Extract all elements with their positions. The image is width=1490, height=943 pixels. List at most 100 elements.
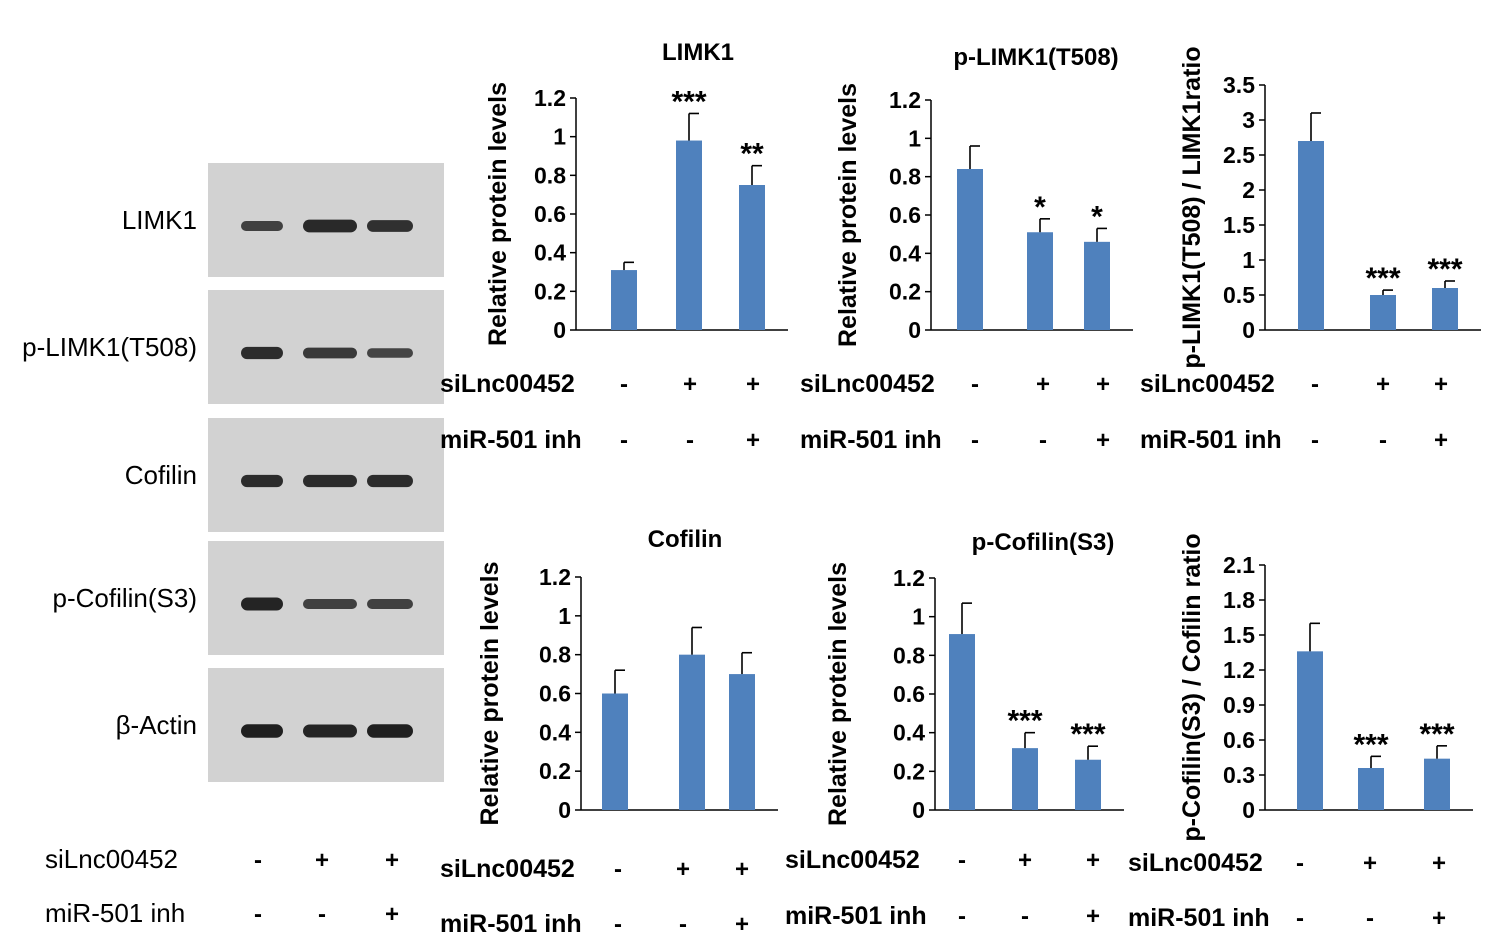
condition-sign: + (1086, 847, 1100, 874)
bar (1012, 748, 1038, 810)
bar-chart: p-LIMK1(T508) Relative protein levels 0 0.2… (800, 44, 1133, 454)
condition-sign: - (254, 901, 262, 928)
condition-sign: + (676, 856, 690, 883)
condition-sign: - (1379, 427, 1387, 454)
condition-label: miR-501 inh (1140, 426, 1282, 454)
bar-chart: Cofilin Relative protein levels 0 0.2 0.4 0.6… (440, 526, 778, 938)
chart-title: p-LIMK1(T508) (953, 44, 1118, 71)
condition-sign: + (1434, 427, 1448, 454)
condition-sign: - (614, 911, 622, 938)
condition-sign: - (686, 427, 694, 454)
y-tick-label: 0.5 (1223, 282, 1255, 308)
bar (957, 169, 983, 330)
significance-marker: *** (1353, 728, 1388, 761)
significance-marker: *** (1427, 253, 1462, 286)
bar (1297, 651, 1323, 810)
condition-sign: + (1376, 371, 1390, 398)
y-tick-label: 0 (912, 797, 925, 823)
y-tick-label: 0.2 (534, 278, 566, 304)
y-tick-label: 1 (912, 604, 925, 630)
condition-sign: + (1036, 371, 1050, 398)
y-tick-label: 0.8 (893, 642, 925, 668)
condition-sign: - (679, 911, 687, 938)
blot-panel (208, 541, 444, 655)
y-tick-label: 0 (908, 317, 921, 343)
western-blot-panel: LIMK1 p-LIMK1(T508) Cofilin p-Cofilin(S3) β-… (22, 163, 444, 928)
bar (949, 634, 975, 810)
condition-sign: - (318, 901, 326, 928)
y-tick-label: 1.2 (534, 85, 566, 111)
bar (1027, 232, 1053, 330)
blot-band (303, 724, 357, 738)
bar (679, 654, 705, 810)
blot-row-label: β-Actin (116, 710, 197, 740)
condition-sign: + (315, 847, 329, 874)
y-tick-label: 0.2 (539, 758, 571, 784)
condition-label: miR-501 inh (1128, 904, 1270, 932)
blot-row-label: p-Cofilin(S3) (53, 583, 198, 613)
y-axis-label: p-Cofilin(S3) / Cofilin ratio (1178, 533, 1206, 841)
y-tick-label: 0.4 (539, 719, 571, 745)
y-tick-label: 0.4 (889, 240, 921, 266)
condition-label: siLnc00452 (800, 370, 935, 398)
bar (602, 693, 628, 810)
significance-marker: *** (671, 85, 706, 118)
chart-title: p-Cofilin(S3) (972, 529, 1115, 556)
y-tick-label: 0.8 (534, 162, 566, 188)
y-tick-label: 2.1 (1223, 552, 1255, 578)
condition-sign: + (1434, 371, 1448, 398)
bar (1432, 288, 1458, 330)
condition-sign: - (614, 856, 622, 883)
bar (1084, 241, 1110, 330)
condition-sign: + (746, 371, 760, 398)
condition-sign: + (1096, 427, 1110, 454)
bar-chart: p-Cofilin(S3) / Cofilin ratio 0 0.3 0.6 0.9 1… (1128, 533, 1473, 932)
bar (1370, 295, 1396, 330)
condition-sign: - (254, 847, 262, 874)
condition-sign: - (958, 903, 966, 930)
y-tick-label: 1.2 (539, 564, 571, 590)
y-tick-label: 0 (558, 797, 571, 823)
y-tick-label: 3 (1242, 107, 1255, 133)
condition-sign: + (1086, 903, 1100, 930)
condition-sign: - (971, 371, 979, 398)
y-tick-label: 0 (1242, 797, 1255, 823)
y-tick-label: 0.4 (893, 720, 925, 746)
blot-row-label: p-LIMK1(T508) (22, 332, 197, 362)
significance-marker: *** (1070, 718, 1105, 751)
condition-sign: + (1432, 850, 1446, 877)
y-tick-label: 0.2 (893, 758, 925, 784)
condition-label: siLnc00452 (1140, 370, 1275, 398)
blot-row-label: Cofilin (125, 460, 197, 490)
condition-label: miR-501 inh (785, 902, 927, 930)
condition-sign: + (385, 901, 399, 928)
y-tick-label: 0 (1242, 317, 1255, 343)
condition-label: miR-501 inh (45, 898, 185, 928)
bar (739, 185, 765, 330)
blot-band (241, 724, 283, 738)
y-tick-label: 0.8 (539, 642, 571, 668)
condition-sign: + (1363, 850, 1377, 877)
blot-band (367, 599, 413, 609)
condition-sign: - (1311, 427, 1319, 454)
y-tick-label: 1.2 (893, 565, 925, 591)
bar (1298, 141, 1324, 330)
significance-marker: * (1091, 200, 1103, 233)
y-axis-label: Relative protein levels (484, 82, 512, 346)
condition-label: siLnc00452 (45, 844, 178, 874)
y-tick-label: 0.2 (889, 279, 921, 305)
bar (729, 674, 755, 810)
condition-label: siLnc00452 (440, 855, 575, 883)
blot-band (241, 221, 283, 231)
bar (611, 270, 637, 330)
condition-sign: + (735, 911, 749, 938)
condition-sign: - (1296, 905, 1304, 932)
condition-label: siLnc00452 (1128, 849, 1263, 877)
y-tick-label: 1.2 (1223, 657, 1255, 683)
y-tick-label: 1.5 (1223, 212, 1255, 238)
blot-panel (208, 290, 444, 404)
y-tick-label: 1.8 (1223, 587, 1255, 613)
y-tick-label: 0.9 (1223, 692, 1255, 718)
y-tick-label: 1 (558, 603, 571, 629)
condition-label: miR-501 inh (440, 910, 582, 938)
